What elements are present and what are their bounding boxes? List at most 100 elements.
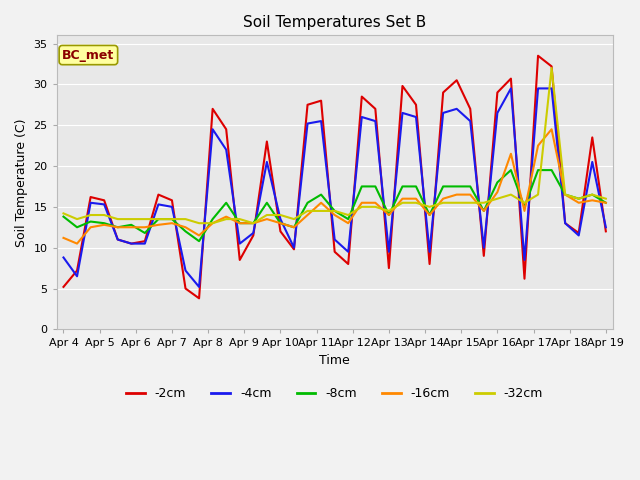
-2cm bbox=[154, 192, 162, 197]
-2cm bbox=[100, 197, 108, 203]
-32cm bbox=[127, 216, 135, 222]
-4cm bbox=[236, 241, 244, 247]
-16cm bbox=[426, 212, 433, 218]
-16cm bbox=[168, 220, 176, 226]
-8cm bbox=[521, 204, 529, 210]
-2cm bbox=[73, 268, 81, 274]
-32cm bbox=[534, 192, 542, 197]
-8cm bbox=[87, 219, 95, 225]
-4cm bbox=[250, 230, 257, 236]
-4cm bbox=[100, 202, 108, 207]
-8cm bbox=[168, 216, 176, 222]
-4cm bbox=[141, 241, 148, 247]
-16cm bbox=[548, 126, 556, 132]
-16cm bbox=[385, 212, 393, 218]
-2cm bbox=[480, 253, 488, 259]
-32cm bbox=[439, 200, 447, 205]
-4cm bbox=[507, 85, 515, 91]
-8cm bbox=[195, 238, 203, 244]
-32cm bbox=[561, 192, 569, 197]
-32cm bbox=[100, 212, 108, 218]
-16cm bbox=[507, 151, 515, 156]
-4cm bbox=[304, 120, 312, 126]
-2cm bbox=[331, 249, 339, 255]
-32cm bbox=[73, 216, 81, 222]
-16cm bbox=[304, 212, 312, 218]
-16cm bbox=[344, 220, 352, 226]
-32cm bbox=[168, 216, 176, 222]
-8cm bbox=[73, 224, 81, 230]
-2cm bbox=[426, 261, 433, 267]
-16cm bbox=[87, 224, 95, 230]
-32cm bbox=[588, 192, 596, 197]
-2cm bbox=[548, 63, 556, 69]
-8cm bbox=[154, 216, 162, 222]
Y-axis label: Soil Temperature (C): Soil Temperature (C) bbox=[15, 118, 28, 247]
-4cm bbox=[209, 126, 216, 132]
-16cm bbox=[561, 192, 569, 197]
Line: -16cm: -16cm bbox=[63, 129, 606, 244]
-4cm bbox=[521, 257, 529, 263]
-2cm bbox=[114, 237, 122, 242]
-2cm bbox=[290, 246, 298, 252]
-2cm bbox=[168, 197, 176, 203]
-16cm bbox=[290, 224, 298, 230]
-4cm bbox=[588, 159, 596, 165]
-2cm bbox=[195, 296, 203, 301]
-32cm bbox=[236, 216, 244, 222]
-2cm bbox=[453, 77, 461, 83]
-2cm bbox=[412, 102, 420, 108]
-32cm bbox=[250, 220, 257, 226]
-16cm bbox=[439, 196, 447, 202]
-8cm bbox=[236, 220, 244, 226]
-16cm bbox=[250, 220, 257, 226]
-16cm bbox=[588, 197, 596, 203]
-16cm bbox=[331, 212, 339, 218]
-8cm bbox=[439, 183, 447, 189]
-4cm bbox=[371, 118, 379, 124]
X-axis label: Time: Time bbox=[319, 354, 350, 367]
-4cm bbox=[290, 245, 298, 251]
-4cm bbox=[168, 204, 176, 210]
-8cm bbox=[602, 200, 610, 205]
-4cm bbox=[344, 249, 352, 255]
-16cm bbox=[73, 241, 81, 247]
-4cm bbox=[439, 110, 447, 116]
Line: -32cm: -32cm bbox=[63, 68, 606, 223]
-32cm bbox=[412, 200, 420, 205]
-4cm bbox=[467, 118, 474, 124]
-4cm bbox=[602, 224, 610, 230]
-8cm bbox=[60, 214, 67, 219]
-32cm bbox=[399, 200, 406, 205]
-2cm bbox=[534, 53, 542, 59]
-32cm bbox=[453, 200, 461, 205]
-2cm bbox=[141, 238, 148, 244]
-32cm bbox=[114, 216, 122, 222]
-16cm bbox=[195, 232, 203, 238]
-2cm bbox=[521, 276, 529, 282]
-32cm bbox=[575, 196, 582, 202]
-32cm bbox=[521, 200, 529, 205]
-4cm bbox=[127, 241, 135, 247]
-2cm bbox=[493, 90, 501, 96]
-8cm bbox=[507, 167, 515, 173]
-16cm bbox=[399, 196, 406, 202]
-2cm bbox=[439, 90, 447, 96]
-32cm bbox=[290, 216, 298, 222]
-8cm bbox=[290, 224, 298, 230]
-8cm bbox=[344, 216, 352, 222]
-2cm bbox=[87, 194, 95, 200]
-16cm bbox=[467, 192, 474, 197]
-4cm bbox=[60, 254, 67, 260]
-2cm bbox=[276, 228, 284, 234]
-16cm bbox=[154, 222, 162, 228]
-32cm bbox=[263, 212, 271, 218]
-32cm bbox=[493, 196, 501, 202]
-2cm bbox=[209, 106, 216, 112]
-32cm bbox=[304, 208, 312, 214]
-16cm bbox=[412, 196, 420, 202]
-16cm bbox=[114, 224, 122, 230]
-32cm bbox=[602, 196, 610, 202]
-2cm bbox=[344, 261, 352, 267]
-32cm bbox=[317, 208, 325, 214]
